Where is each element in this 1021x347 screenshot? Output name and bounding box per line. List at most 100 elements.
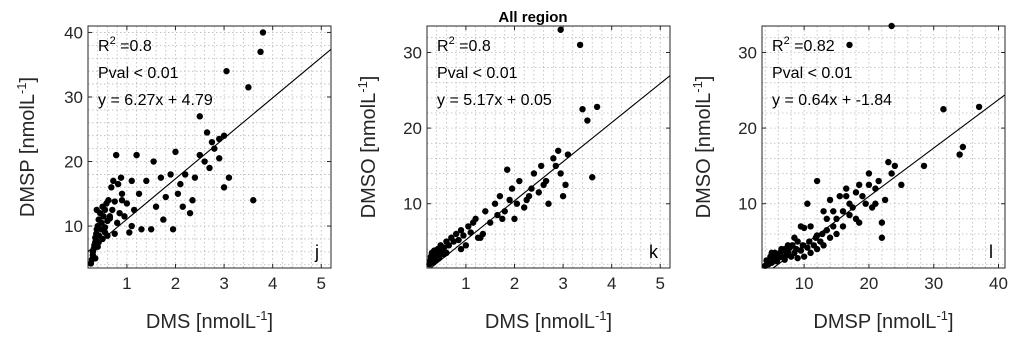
data-point xyxy=(960,144,966,150)
data-point xyxy=(112,231,118,237)
panel-letter: k xyxy=(649,242,659,262)
data-point xyxy=(163,194,169,200)
data-point xyxy=(260,29,266,35)
data-point xyxy=(460,232,466,238)
data-point xyxy=(180,203,186,209)
data-point xyxy=(189,197,195,203)
data-point xyxy=(814,246,820,252)
scatter-points xyxy=(762,23,982,269)
data-point xyxy=(833,231,839,237)
data-point xyxy=(772,250,778,256)
data-point xyxy=(521,204,527,210)
data-point xyxy=(211,145,217,151)
data-point xyxy=(487,219,493,225)
data-point xyxy=(879,235,885,241)
y-tick-label: 10 xyxy=(403,195,422,214)
axis-box xyxy=(762,26,1005,268)
data-point xyxy=(807,250,813,256)
y-tick-label: 20 xyxy=(64,153,83,172)
data-point xyxy=(197,113,203,119)
data-point xyxy=(94,207,100,213)
data-point xyxy=(827,197,833,203)
data-point xyxy=(843,193,849,199)
x-tick-label: 4 xyxy=(607,274,616,293)
data-point xyxy=(221,184,227,190)
data-point xyxy=(475,235,481,241)
data-point xyxy=(133,152,139,158)
data-point xyxy=(514,201,520,207)
data-point xyxy=(131,207,137,213)
data-point xyxy=(492,201,498,207)
data-point xyxy=(95,239,101,245)
data-point xyxy=(550,155,556,161)
data-point xyxy=(502,208,508,214)
data-point xyxy=(801,253,807,259)
data-point xyxy=(856,219,862,225)
data-point xyxy=(115,181,121,187)
data-point xyxy=(107,213,113,219)
data-point xyxy=(785,242,791,248)
data-point xyxy=(482,208,488,214)
data-point xyxy=(167,171,173,177)
x-tick-label: 20 xyxy=(859,274,878,293)
data-point xyxy=(119,197,125,203)
data-point xyxy=(506,197,512,203)
data-point xyxy=(843,185,849,191)
data-point xyxy=(866,170,872,176)
data-point xyxy=(172,149,178,155)
data-point xyxy=(114,220,120,226)
data-point xyxy=(126,229,132,235)
data-point xyxy=(458,246,464,252)
data-point xyxy=(536,189,542,195)
data-point xyxy=(204,129,210,135)
data-point xyxy=(226,174,232,180)
data-point xyxy=(434,253,440,259)
data-point xyxy=(150,158,156,164)
data-point xyxy=(859,193,865,199)
data-point xyxy=(129,223,135,229)
data-point xyxy=(430,259,436,265)
x-tick-label: 4 xyxy=(268,274,277,293)
equation-annotation: y = 0.64x + -1.84 xyxy=(772,92,892,109)
data-point xyxy=(499,216,505,222)
x-tick-label: 2 xyxy=(171,274,180,293)
data-point xyxy=(791,235,797,241)
data-point xyxy=(853,189,859,195)
data-point xyxy=(956,151,962,157)
data-point xyxy=(837,193,843,199)
data-point xyxy=(921,163,927,169)
data-point xyxy=(109,207,115,213)
data-point xyxy=(850,204,856,210)
data-point xyxy=(102,224,108,230)
data-point xyxy=(121,213,127,219)
data-point xyxy=(888,170,894,176)
data-point xyxy=(814,232,820,238)
grid xyxy=(762,26,1005,268)
data-point xyxy=(846,212,852,218)
data-point xyxy=(468,229,474,235)
data-point xyxy=(153,203,159,209)
data-point xyxy=(209,139,215,145)
data-point xyxy=(545,201,551,207)
panel-j: 1 2 3 4 5 10 20 30 40 R2 =0.8 Pval < 0.01 y = 6.27x… xyxy=(14,23,331,333)
data-point xyxy=(875,178,881,184)
panel-letter: l xyxy=(989,242,993,262)
data-point xyxy=(820,242,826,248)
data-point xyxy=(862,201,868,207)
r-squared-annotation: R2 =0.8 xyxy=(98,35,152,55)
data-point xyxy=(216,155,222,161)
x-tick-label: 2 xyxy=(510,274,519,293)
x-tick-label: 5 xyxy=(656,274,665,293)
data-point xyxy=(804,201,810,207)
data-point xyxy=(158,174,164,180)
data-point xyxy=(866,182,872,188)
data-point xyxy=(856,182,862,188)
axis-box xyxy=(88,26,331,268)
data-point xyxy=(523,197,529,203)
panel-letter: j xyxy=(314,242,319,262)
y-tick-label: 30 xyxy=(738,43,757,62)
data-point xyxy=(245,84,251,90)
data-point xyxy=(497,193,503,199)
data-point xyxy=(509,185,515,191)
